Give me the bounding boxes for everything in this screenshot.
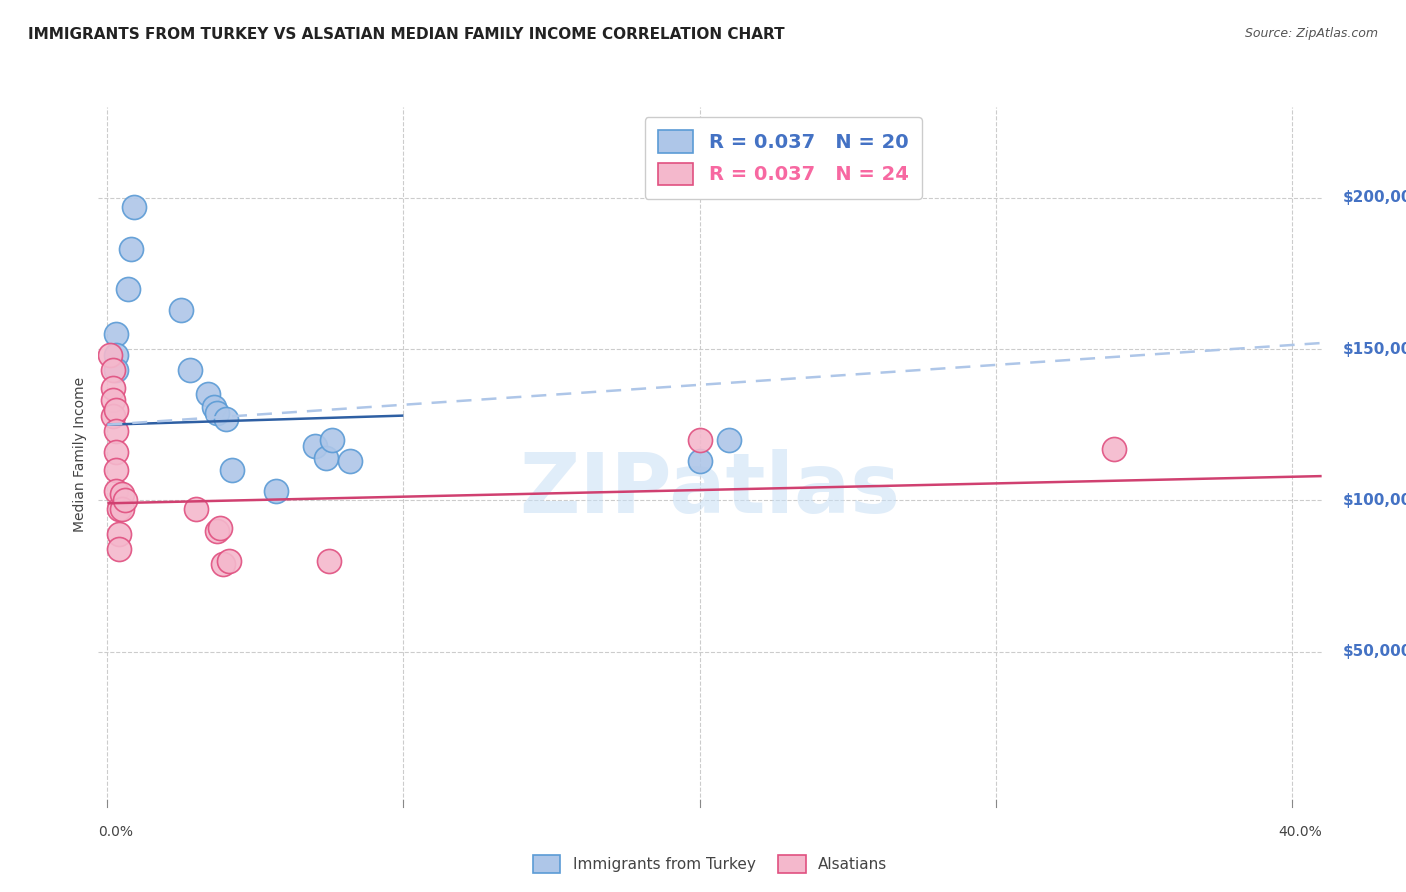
Point xyxy=(211,557,233,571)
Point xyxy=(215,411,238,425)
Point xyxy=(718,433,741,447)
Point xyxy=(108,526,131,541)
Text: 0.0%: 0.0% xyxy=(98,825,134,839)
Point xyxy=(339,454,361,468)
Point xyxy=(105,484,128,499)
Text: 40.0%: 40.0% xyxy=(1278,825,1322,839)
Point xyxy=(218,554,240,568)
Point xyxy=(111,487,134,501)
Text: IMMIGRANTS FROM TURKEY VS ALSATIAN MEDIAN FAMILY INCOME CORRELATION CHART: IMMIGRANTS FROM TURKEY VS ALSATIAN MEDIA… xyxy=(28,27,785,42)
Point xyxy=(120,242,142,256)
Point xyxy=(264,484,287,499)
Point xyxy=(111,502,134,516)
Point xyxy=(205,524,228,538)
Point xyxy=(105,348,128,362)
Point xyxy=(108,502,131,516)
Point xyxy=(689,433,711,447)
Point xyxy=(105,363,128,377)
Legend: Immigrants from Turkey, Alsatians: Immigrants from Turkey, Alsatians xyxy=(527,849,893,879)
Point xyxy=(105,463,128,477)
Point xyxy=(208,520,231,534)
Point xyxy=(122,200,145,214)
Point xyxy=(105,402,128,417)
Point xyxy=(186,502,208,516)
Point xyxy=(103,363,125,377)
Point xyxy=(170,302,193,317)
Point xyxy=(114,493,136,508)
Point xyxy=(205,406,228,420)
Point xyxy=(197,387,219,401)
Text: $100,000: $100,000 xyxy=(1343,492,1406,508)
Y-axis label: Median Family Income: Median Family Income xyxy=(73,377,87,533)
Point xyxy=(321,433,343,447)
Text: ZIPatlas: ZIPatlas xyxy=(520,450,900,530)
Point xyxy=(108,541,131,556)
Text: $50,000: $50,000 xyxy=(1343,644,1406,659)
Point xyxy=(202,400,225,414)
Point xyxy=(689,454,711,468)
Point xyxy=(105,445,128,459)
Point xyxy=(117,281,139,295)
Point xyxy=(179,363,201,377)
Point xyxy=(103,393,125,408)
Point xyxy=(103,381,125,395)
Point xyxy=(221,463,243,477)
Point xyxy=(318,554,340,568)
Text: Source: ZipAtlas.com: Source: ZipAtlas.com xyxy=(1244,27,1378,40)
Point xyxy=(105,326,128,341)
Point xyxy=(103,409,125,423)
Point xyxy=(304,439,326,453)
Point xyxy=(1104,442,1126,456)
Point xyxy=(98,348,121,362)
Text: $150,000: $150,000 xyxy=(1343,342,1406,357)
Point xyxy=(105,424,128,438)
Text: $200,000: $200,000 xyxy=(1343,190,1406,205)
Point xyxy=(315,450,337,465)
